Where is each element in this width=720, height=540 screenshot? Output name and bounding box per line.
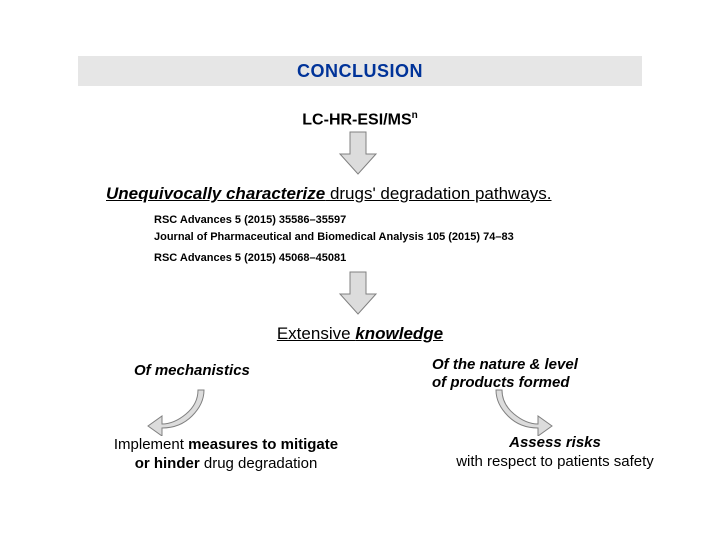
mitigate-2b: drug degradation [200, 455, 318, 472]
mitigate-1a: Implement [114, 436, 188, 453]
curved-arrow-left [146, 386, 210, 441]
assess-2: with respect to patients safety [456, 453, 654, 470]
mitigate-2a: or hinder [135, 455, 200, 472]
nature-line1: Of the nature & level [432, 356, 578, 374]
extensive-knowledge: Extensive knowledge [0, 324, 720, 344]
reference-3: RSC Advances 5 (2015) 45068–45081 [154, 252, 346, 264]
branch-mechanistics: Of mechanistics [134, 362, 250, 379]
subheading: LC-HR-ESI/MSn [0, 110, 720, 129]
reference-2: Journal of Pharmaceutical and Biomedical… [154, 229, 514, 246]
outcome-assess: Assess risks with respect to patients sa… [420, 434, 690, 472]
reference-list: RSC Advances 5 (2015) 35586–35597 Journa… [154, 212, 514, 245]
ext-word1: Extensive [277, 324, 355, 343]
main-rest: drugs' degradation pathways. [325, 184, 551, 203]
main-emph: Unequivocally characterize [106, 184, 325, 203]
subheading-sup: n [412, 110, 418, 121]
page-title: CONCLUSION [297, 61, 423, 82]
down-arrow-1 [336, 130, 380, 181]
ext-word2: knowledge [355, 324, 443, 343]
reference-1: RSC Advances 5 (2015) 35586–35597 [154, 212, 514, 229]
assess-1: Assess risks [509, 434, 601, 451]
main-statement: Unequivocally characterize drugs' degrad… [106, 184, 552, 204]
subheading-main: LC-HR-ESI/MS [302, 111, 411, 128]
down-arrow-2 [336, 270, 380, 321]
header-bar: CONCLUSION [78, 56, 642, 86]
mitigate-1b: measures to mitigate [188, 436, 338, 453]
curved-arrow-right [490, 386, 554, 441]
outcome-mitigate: Implement measures to mitigate or hinder… [86, 436, 366, 474]
